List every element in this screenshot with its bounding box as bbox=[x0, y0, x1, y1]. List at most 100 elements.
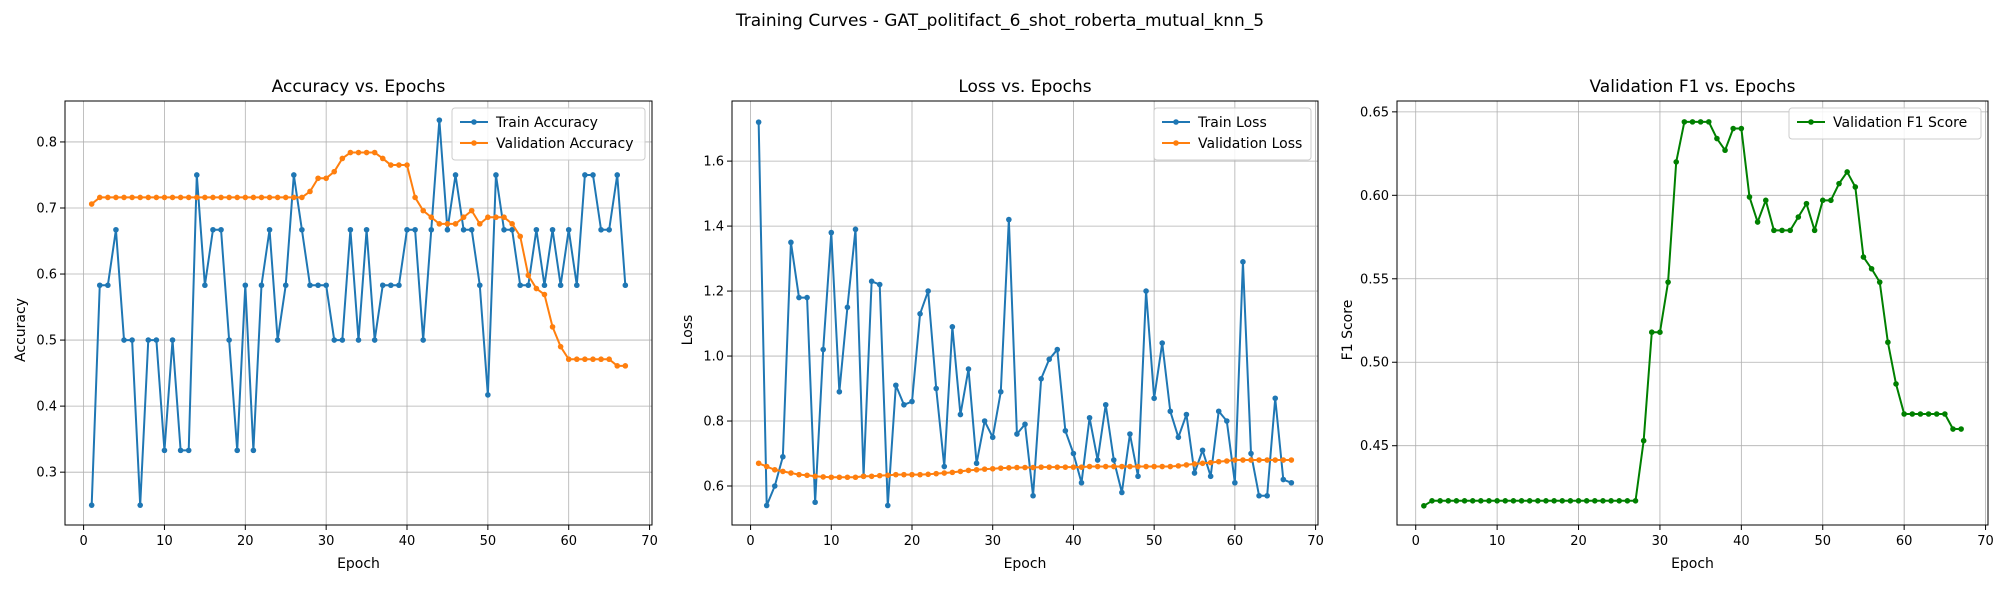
loss-series-0-point bbox=[1030, 493, 1036, 499]
accuracy-y-tick-label: 0.6 bbox=[36, 268, 57, 283]
f1-series-0-point bbox=[1722, 147, 1728, 153]
f1-series-0-point bbox=[1421, 503, 1427, 509]
loss-series-0-point bbox=[917, 311, 923, 317]
accuracy-series-0-point bbox=[566, 227, 572, 233]
loss-series-1-point bbox=[893, 472, 899, 478]
accuracy-y-tick-label: 0.3 bbox=[36, 466, 57, 481]
f1-series-0-point bbox=[1600, 498, 1606, 504]
f1-series-0-point bbox=[1657, 329, 1663, 335]
accuracy-series-1-point bbox=[162, 195, 168, 201]
accuracy-series-1-point bbox=[243, 195, 249, 201]
accuracy-series-0-point bbox=[331, 337, 337, 343]
loss-x-axis-label: Epoch bbox=[1004, 556, 1047, 572]
accuracy-series-0-point bbox=[550, 227, 556, 233]
loss-series-1-point bbox=[1232, 457, 1238, 463]
f1-series-0-point bbox=[1812, 228, 1818, 234]
loss-series-0-point bbox=[764, 503, 770, 509]
loss-series-1-point bbox=[756, 460, 762, 466]
loss-y-tick-label: 1.4 bbox=[703, 220, 724, 235]
accuracy-series-1-point bbox=[178, 195, 184, 201]
f1-series-0-point bbox=[1690, 119, 1696, 125]
accuracy-series-0-point bbox=[348, 227, 354, 233]
f1-series-0-point bbox=[1893, 381, 1899, 387]
loss-legend: Train LossValidation Loss bbox=[1154, 108, 1311, 160]
loss-series-0-point bbox=[901, 402, 907, 408]
accuracy-x-tick-label: 40 bbox=[399, 534, 416, 549]
loss-series-0-point bbox=[1111, 457, 1117, 463]
loss-series-1-point bbox=[1176, 463, 1182, 469]
f1-series-0-point bbox=[1706, 119, 1712, 125]
accuracy-legend-label: Train Accuracy bbox=[495, 115, 598, 131]
accuracy-series-1-point bbox=[137, 195, 143, 201]
accuracy-series-0-point bbox=[356, 337, 362, 343]
loss-series-1-point bbox=[1022, 465, 1028, 471]
accuracy-series-1-point bbox=[461, 214, 467, 220]
loss-y-axis-label: Loss bbox=[680, 315, 696, 346]
loss-series-0-point bbox=[1006, 217, 1012, 223]
loss-series-0-point bbox=[1200, 447, 1206, 453]
accuracy-series-0-point bbox=[428, 227, 434, 233]
accuracy-series-1-point bbox=[218, 195, 224, 201]
loss-series-1-point bbox=[1151, 464, 1157, 470]
loss-series-0-point bbox=[1272, 395, 1278, 401]
accuracy-series-0-point bbox=[145, 337, 151, 343]
f1-x-tick-label: 50 bbox=[1814, 534, 1831, 549]
loss-series-1-point bbox=[828, 474, 834, 480]
f1-series-0-point bbox=[1454, 498, 1460, 504]
accuracy-legend: Train Accuracy Validation Accuracy bbox=[452, 108, 645, 160]
accuracy-series-0-point bbox=[493, 172, 499, 178]
loss-series-0-point bbox=[1224, 418, 1230, 424]
loss-series-0-point bbox=[1176, 434, 1182, 440]
accuracy-series-1-point bbox=[283, 195, 289, 201]
loss-series-1-point bbox=[1054, 464, 1060, 470]
loss-series-0-point bbox=[869, 279, 875, 285]
f1-series-0-point bbox=[1584, 498, 1590, 504]
loss-series-0-point bbox=[925, 288, 931, 294]
accuracy-series-0-point bbox=[437, 117, 443, 123]
f1-series-0-line bbox=[1424, 122, 1961, 506]
f1-x-tick-label: 0 bbox=[1412, 534, 1420, 549]
accuracy-series-0-point bbox=[154, 337, 160, 343]
f1-series-0-point bbox=[1478, 498, 1484, 504]
f1-series-0-point bbox=[1820, 198, 1826, 204]
accuracy-x-tick-label: 30 bbox=[318, 534, 335, 549]
loss-series-1-point bbox=[917, 472, 923, 478]
accuracy-series-0-point bbox=[590, 172, 596, 178]
loss-series-1-point bbox=[772, 467, 778, 473]
loss-series-1-point bbox=[1119, 464, 1125, 470]
f1-series-0-point bbox=[1543, 498, 1549, 504]
f1-series-0 bbox=[1421, 119, 1964, 509]
accuracy-series-0-point bbox=[340, 337, 346, 343]
accuracy-series-1-point bbox=[590, 356, 596, 362]
loss-series-1-point bbox=[1200, 460, 1206, 466]
loss-series-1-point bbox=[837, 474, 843, 480]
f1-legend: Validation F1 Score bbox=[1789, 108, 1981, 139]
accuracy-series-1-point bbox=[186, 195, 192, 201]
f1-series-0-point bbox=[1625, 498, 1631, 504]
accuracy-series-1-point bbox=[477, 221, 483, 227]
loss-series-1-point bbox=[861, 473, 867, 479]
accuracy-legend-marker bbox=[471, 140, 477, 146]
accuracy-series-0-point bbox=[623, 282, 629, 288]
loss-series-0-point bbox=[1143, 288, 1149, 294]
accuracy-series-1-point bbox=[364, 150, 370, 156]
accuracy-series-0-point bbox=[210, 227, 216, 233]
accuracy-series-0-point bbox=[453, 172, 459, 178]
loss-series-1-point bbox=[1030, 465, 1036, 471]
f1-series-0-point bbox=[1511, 498, 1517, 504]
accuracy-series-0-point bbox=[97, 282, 103, 288]
loss-series-0-point bbox=[1232, 480, 1238, 486]
accuracy-series-0-point bbox=[501, 227, 507, 233]
f1-y-tick-label: 0.60 bbox=[1360, 189, 1389, 204]
loss-series-1-point bbox=[933, 471, 939, 477]
accuracy-series-1-point bbox=[291, 195, 297, 201]
f1-series-0-point bbox=[1828, 198, 1834, 204]
accuracy-series-1-point bbox=[388, 162, 394, 168]
accuracy-series-0-point bbox=[574, 282, 580, 288]
loss-series-0-point bbox=[1103, 402, 1109, 408]
loss-series-0-point bbox=[828, 230, 834, 236]
accuracy-series-0-point bbox=[243, 282, 249, 288]
accuracy-series-0-point bbox=[598, 227, 604, 233]
accuracy-series-0-point bbox=[525, 282, 531, 288]
accuracy-series-1-point bbox=[380, 156, 386, 162]
